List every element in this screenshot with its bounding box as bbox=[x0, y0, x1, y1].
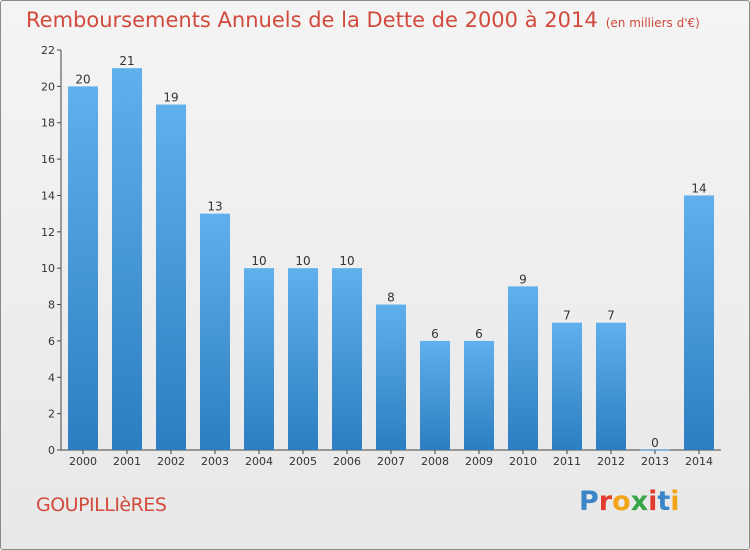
bar bbox=[420, 340, 450, 450]
x-tick-label: 2013 bbox=[641, 455, 669, 468]
bar bbox=[464, 340, 494, 450]
bar bbox=[200, 213, 230, 450]
x-tick-label: 2012 bbox=[597, 455, 625, 468]
x-tick-label: 2007 bbox=[377, 455, 405, 468]
data-label: 10 bbox=[339, 254, 354, 268]
data-label: 10 bbox=[295, 254, 310, 268]
x-tick-label: 2008 bbox=[421, 455, 449, 468]
bar bbox=[596, 322, 626, 450]
logo-letter: o bbox=[612, 486, 631, 517]
data-label: 14 bbox=[691, 181, 706, 195]
y-tick-label: 0 bbox=[48, 444, 55, 457]
data-label: 6 bbox=[475, 327, 483, 341]
y-tick-label: 8 bbox=[48, 299, 55, 312]
bar bbox=[376, 304, 406, 450]
logo-letter: i bbox=[670, 486, 680, 517]
chart-subtitle: (en milliers d'€) bbox=[605, 16, 700, 30]
data-label: 0 bbox=[651, 436, 659, 450]
bar bbox=[552, 322, 582, 450]
bar bbox=[684, 195, 714, 450]
commune-name: GOUPILLIèRES bbox=[36, 494, 167, 516]
data-label: 8 bbox=[387, 291, 395, 305]
x-tick-label: 2014 bbox=[685, 455, 713, 468]
labels: 20 21 19 13 10 10 10 8 6 6 9 7 7 0 14 bbox=[75, 54, 706, 450]
y-tick-label: 18 bbox=[41, 117, 55, 130]
chart-title: Remboursements Annuels de la Dette de 20… bbox=[26, 8, 598, 32]
y-tick-label: 22 bbox=[41, 44, 55, 57]
data-label: 19 bbox=[163, 91, 178, 105]
y-tick-label: 16 bbox=[41, 153, 55, 166]
x-tick-label: 2009 bbox=[465, 455, 493, 468]
bars bbox=[68, 68, 714, 451]
y-tick-label: 12 bbox=[41, 226, 55, 239]
data-label: 7 bbox=[563, 309, 571, 323]
data-label: 6 bbox=[431, 327, 439, 341]
data-label: 21 bbox=[119, 54, 134, 68]
logo-letter: x bbox=[630, 486, 649, 517]
logo-letter: i bbox=[648, 486, 658, 517]
proxiti-logo[interactable]: Proxiti bbox=[579, 486, 680, 517]
data-label: 10 bbox=[251, 254, 266, 268]
x-tick-label: 2002 bbox=[157, 455, 185, 468]
bar bbox=[112, 68, 142, 450]
data-label: 13 bbox=[207, 200, 222, 214]
data-label: 7 bbox=[607, 309, 615, 323]
x-tick-label: 2005 bbox=[289, 455, 317, 468]
x-tick-label: 2004 bbox=[245, 455, 273, 468]
x-tick-label: 2003 bbox=[201, 455, 229, 468]
y-tick-label: 20 bbox=[41, 80, 55, 93]
bar bbox=[156, 104, 186, 450]
chart-title-block: Remboursements Annuels de la Dette de 20… bbox=[26, 8, 700, 32]
y-tick-label: 6 bbox=[48, 335, 55, 348]
logo-letter: P bbox=[579, 486, 599, 517]
y-tick-label: 2 bbox=[48, 408, 55, 421]
x-tick-label: 2006 bbox=[333, 455, 361, 468]
x-tick-label: 2010 bbox=[509, 455, 537, 468]
data-label: 9 bbox=[519, 272, 527, 286]
y-tick-label: 10 bbox=[41, 262, 55, 275]
y-tick-label: 14 bbox=[41, 189, 55, 202]
logo-letter: r bbox=[598, 486, 613, 517]
x-tick-label: 2011 bbox=[553, 455, 581, 468]
x-tick-label: 2000 bbox=[69, 455, 97, 468]
bar bbox=[68, 86, 98, 450]
x-tick-label: 2001 bbox=[113, 455, 141, 468]
y-tick-label: 4 bbox=[48, 371, 55, 384]
bar bbox=[244, 268, 274, 450]
bar bbox=[288, 268, 318, 450]
bar bbox=[508, 286, 538, 450]
data-label: 20 bbox=[75, 72, 90, 86]
logo-letter: t bbox=[657, 486, 671, 517]
bar bbox=[332, 268, 362, 450]
